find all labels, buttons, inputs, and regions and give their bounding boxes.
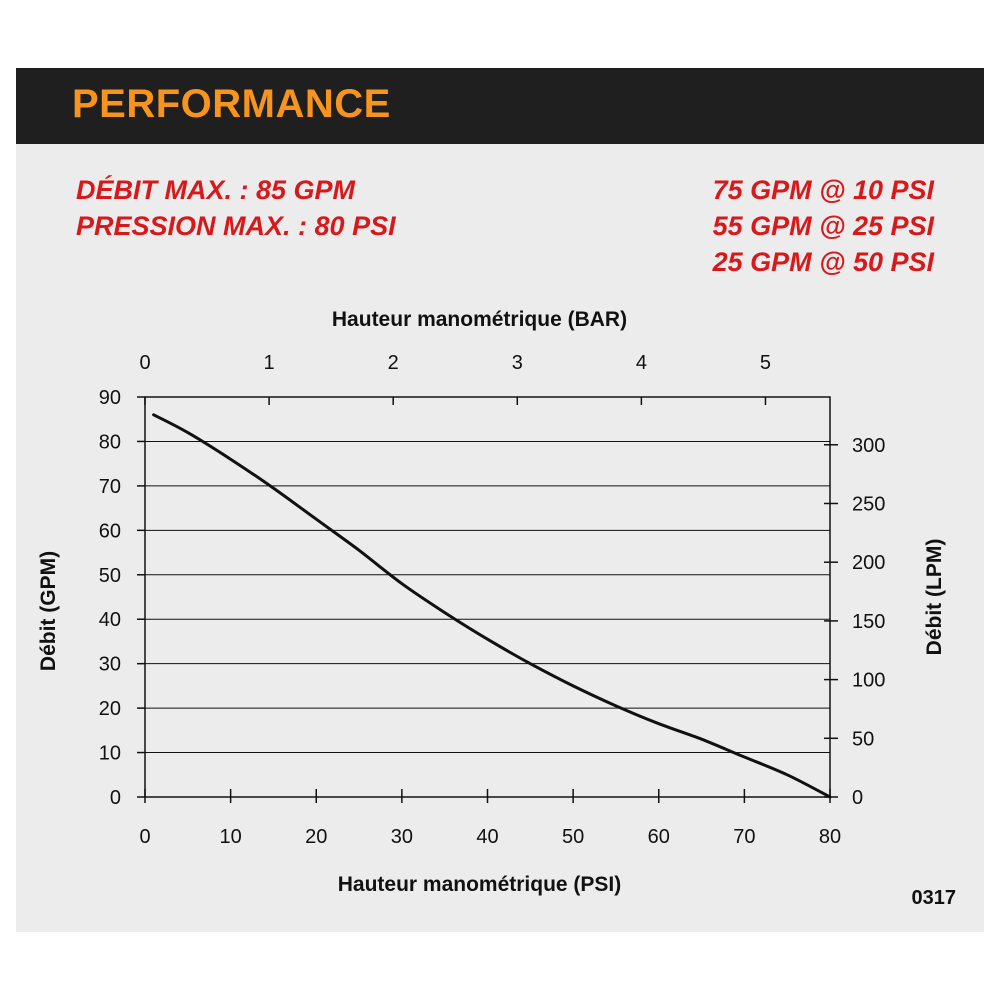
- y-tick-label: 70: [99, 476, 121, 498]
- y-axis-title: Débit (GPM): [37, 551, 60, 671]
- y2-tick-label: 300: [852, 435, 885, 457]
- y2-tick-label: 250: [852, 493, 885, 515]
- x2-tick-label: 5: [760, 352, 771, 374]
- y-tick-label: 90: [99, 387, 121, 409]
- rated-points: 75 GPM @ 10 PSI 55 GPM @ 25 PSI 25 GPM @…: [713, 172, 934, 280]
- y-tick-label: 40: [99, 609, 121, 631]
- max-flow-spec: DÉBIT MAX. : 85 GPM: [76, 175, 356, 205]
- x-tick-label: 0: [139, 826, 150, 848]
- x2-tick-label: 2: [388, 352, 399, 374]
- rated-point-1: 75 GPM @ 10 PSI: [712, 175, 934, 205]
- y2-tick-label: 100: [852, 670, 885, 692]
- grid-lines: [145, 440, 830, 754]
- y-tick-label: 50: [99, 565, 121, 587]
- axis-ticks: [137, 396, 838, 803]
- series-line: [152, 413, 832, 799]
- y-tick-label: 30: [99, 654, 121, 676]
- chart-panel: PERFORMANCE DÉBIT MAX. : 85 GPM PRESSION…: [16, 68, 984, 932]
- y-tick-label: 60: [99, 520, 121, 542]
- y-tick-label: 0: [110, 787, 121, 809]
- max-specs: DÉBIT MAX. : 85 GPM PRESSION MAX. : 80 P…: [76, 172, 396, 244]
- rated-point-3: 25 GPM @ 50 PSI: [712, 247, 934, 277]
- y2-tick-label: 150: [852, 611, 885, 633]
- x2-tick-label: 4: [636, 352, 647, 374]
- y-tick-label: 10: [99, 743, 121, 765]
- x-tick-label: 60: [648, 826, 670, 848]
- y2-tick-label: 200: [852, 552, 885, 574]
- x-tick-label: 30: [391, 826, 413, 848]
- x-tick-label: 70: [733, 826, 755, 848]
- x-tick-label: 80: [819, 826, 841, 848]
- x-tick-label: 10: [220, 826, 242, 848]
- x-tick-label: 40: [476, 826, 498, 848]
- y2-tick-label: 0: [852, 787, 863, 809]
- x2-tick-label: 0: [139, 352, 150, 374]
- x2-tick-label: 1: [264, 352, 275, 374]
- header-bar: PERFORMANCE: [16, 68, 984, 144]
- x-tick-label: 20: [305, 826, 327, 848]
- x-axis-title: Hauteur manométrique (PSI): [338, 873, 622, 896]
- plot-frame: [144, 396, 831, 798]
- figure-code: 0317: [911, 887, 957, 909]
- max-pressure-spec: PRESSION MAX. : 80 PSI: [76, 211, 396, 241]
- x-tick-label: 50: [562, 826, 584, 848]
- x2-axis-title: Hauteur manométrique (BAR): [332, 308, 627, 331]
- y-tick-label: 20: [99, 698, 121, 720]
- header-title: PERFORMANCE: [72, 82, 391, 126]
- y-tick-label: 80: [99, 431, 121, 453]
- x2-tick-label: 3: [512, 352, 523, 374]
- y2-axis-title: Débit (LPM): [923, 539, 946, 656]
- rated-point-2: 55 GPM @ 25 PSI: [712, 211, 934, 241]
- y2-tick-label: 50: [852, 728, 874, 750]
